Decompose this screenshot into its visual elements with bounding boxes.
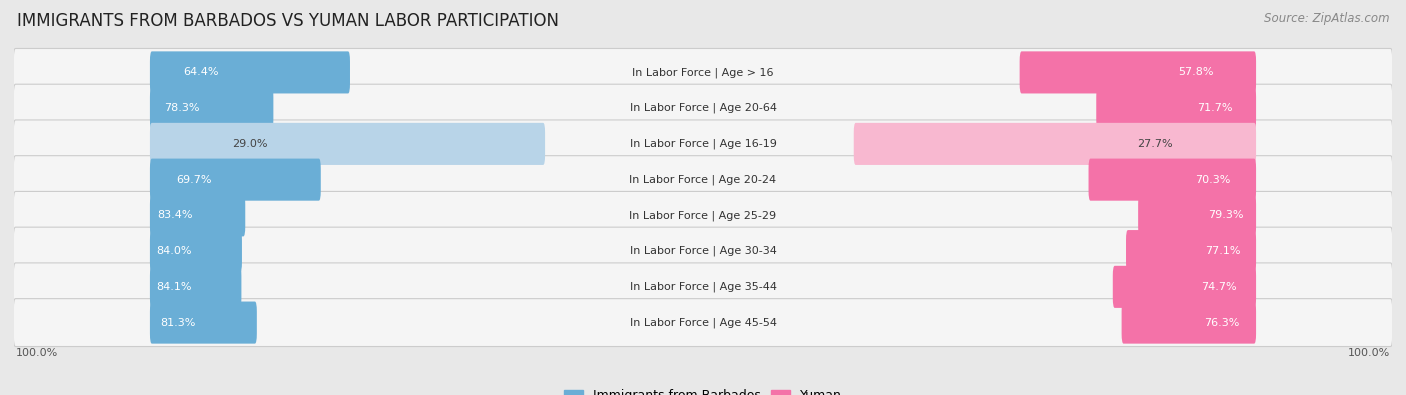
FancyBboxPatch shape <box>150 194 245 237</box>
Text: In Labor Force | Age 20-24: In Labor Force | Age 20-24 <box>630 174 776 185</box>
Text: In Labor Force | Age 45-54: In Labor Force | Age 45-54 <box>630 317 776 328</box>
FancyBboxPatch shape <box>14 120 1392 168</box>
Text: In Labor Force | Age 30-34: In Labor Force | Age 30-34 <box>630 246 776 256</box>
FancyBboxPatch shape <box>14 192 1392 239</box>
Text: 29.0%: 29.0% <box>232 139 267 149</box>
Text: 71.7%: 71.7% <box>1198 103 1233 113</box>
Text: 76.3%: 76.3% <box>1204 318 1239 327</box>
Text: In Labor Force | Age 35-44: In Labor Force | Age 35-44 <box>630 282 776 292</box>
Text: 77.1%: 77.1% <box>1205 246 1240 256</box>
FancyBboxPatch shape <box>150 301 257 344</box>
Text: In Labor Force | Age > 16: In Labor Force | Age > 16 <box>633 67 773 78</box>
Text: In Labor Force | Age 25-29: In Labor Force | Age 25-29 <box>630 210 776 221</box>
FancyBboxPatch shape <box>14 263 1392 311</box>
Text: 100.0%: 100.0% <box>1347 348 1391 357</box>
FancyBboxPatch shape <box>1112 266 1256 308</box>
FancyBboxPatch shape <box>1097 87 1256 129</box>
FancyBboxPatch shape <box>14 49 1392 96</box>
FancyBboxPatch shape <box>150 51 350 94</box>
Legend: Immigrants from Barbados, Yuman: Immigrants from Barbados, Yuman <box>560 384 846 395</box>
Text: 70.3%: 70.3% <box>1195 175 1230 184</box>
Text: IMMIGRANTS FROM BARBADOS VS YUMAN LABOR PARTICIPATION: IMMIGRANTS FROM BARBADOS VS YUMAN LABOR … <box>17 12 558 30</box>
FancyBboxPatch shape <box>1019 51 1256 94</box>
Text: 79.3%: 79.3% <box>1208 211 1243 220</box>
FancyBboxPatch shape <box>1088 158 1256 201</box>
Text: 57.8%: 57.8% <box>1178 68 1213 77</box>
Text: 78.3%: 78.3% <box>165 103 200 113</box>
Text: 69.7%: 69.7% <box>176 175 211 184</box>
FancyBboxPatch shape <box>150 123 546 165</box>
Text: Source: ZipAtlas.com: Source: ZipAtlas.com <box>1264 12 1389 25</box>
FancyBboxPatch shape <box>150 158 321 201</box>
Text: In Labor Force | Age 16-19: In Labor Force | Age 16-19 <box>630 139 776 149</box>
FancyBboxPatch shape <box>1137 194 1256 237</box>
FancyBboxPatch shape <box>14 84 1392 132</box>
Text: 64.4%: 64.4% <box>183 68 219 77</box>
FancyBboxPatch shape <box>150 230 242 272</box>
Text: 84.0%: 84.0% <box>156 246 191 256</box>
FancyBboxPatch shape <box>853 123 1256 165</box>
Text: 100.0%: 100.0% <box>15 348 59 357</box>
FancyBboxPatch shape <box>14 299 1392 346</box>
Text: In Labor Force | Age 20-64: In Labor Force | Age 20-64 <box>630 103 776 113</box>
FancyBboxPatch shape <box>1122 301 1256 344</box>
Text: 84.1%: 84.1% <box>156 282 191 292</box>
FancyBboxPatch shape <box>150 87 273 129</box>
FancyBboxPatch shape <box>14 156 1392 203</box>
FancyBboxPatch shape <box>14 227 1392 275</box>
Text: 81.3%: 81.3% <box>160 318 195 327</box>
Text: 83.4%: 83.4% <box>157 211 193 220</box>
FancyBboxPatch shape <box>1126 230 1256 272</box>
Text: 74.7%: 74.7% <box>1202 282 1237 292</box>
Text: 27.7%: 27.7% <box>1136 139 1173 149</box>
FancyBboxPatch shape <box>150 266 242 308</box>
